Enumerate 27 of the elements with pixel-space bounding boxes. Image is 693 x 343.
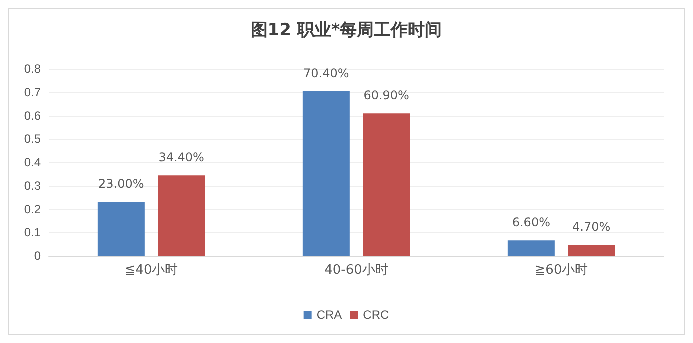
data-label: 34.40% [158, 150, 204, 165]
y-tick-label: 0.8 [24, 62, 42, 76]
y-tick-label: 0.1 [24, 226, 42, 240]
legend-label: CRA [316, 308, 342, 322]
y-tick-label: 0.7 [24, 85, 42, 100]
y-tick-label: 0 [34, 249, 42, 263]
x-tick-label: ≦40小时 [124, 263, 178, 278]
x-tick-label: ≧60小时 [534, 263, 588, 278]
data-label: 70.40% [304, 66, 350, 80]
bar [302, 91, 350, 256]
data-label: 4.70% [572, 220, 611, 234]
data-label: 6.60% [512, 216, 550, 230]
bar [98, 202, 145, 256]
bar [568, 245, 616, 256]
y-tick-label: 0.6 [24, 108, 42, 123]
data-label: 23.00% [98, 177, 144, 192]
x-tick-label: 40-60小时 [324, 263, 388, 278]
chart-title: 图12 职业*每周工作时间 [250, 20, 442, 40]
bar [508, 240, 555, 256]
bar [158, 176, 206, 256]
y-tick-label: 0.2 [24, 202, 42, 216]
y-tick-label: 0.4 [24, 156, 42, 170]
y-tick-label: 0.5 [24, 132, 42, 146]
data-label: 60.90% [364, 88, 410, 103]
legend-label: CRC [363, 308, 390, 322]
y-tick-label: 0.3 [24, 178, 42, 193]
bar [363, 114, 410, 256]
